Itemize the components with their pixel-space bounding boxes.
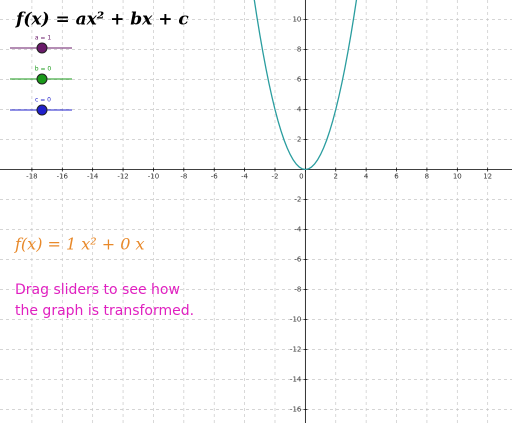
- slider-label: b = 0: [35, 66, 52, 73]
- y-tick-label: 4: [297, 106, 302, 114]
- slider-label: c = 0: [35, 97, 51, 104]
- x-tick-label: -16: [57, 173, 69, 181]
- x-tick-label: 2: [334, 173, 338, 181]
- curve: [253, 0, 358, 171]
- x-tick-label: 0: [299, 173, 303, 181]
- y-tick-label: 6: [297, 76, 302, 84]
- x-tick-label: 8: [425, 173, 429, 181]
- slider-knob[interactable]: [36, 42, 48, 54]
- slider-label: a = 1: [35, 35, 52, 42]
- slider-knob[interactable]: [36, 104, 48, 116]
- y-tick-label: -8: [294, 286, 301, 294]
- x-tick-label: -4: [241, 173, 249, 181]
- y-tick-label: -10: [290, 316, 301, 324]
- y-tick-label: -4: [294, 226, 302, 234]
- y-tick-label: -12: [290, 346, 301, 354]
- x-tick-label: -14: [87, 173, 99, 181]
- x-tick-label: -18: [26, 173, 37, 181]
- y-tick-label: -6: [294, 256, 302, 264]
- y-tick-label: 2: [297, 136, 301, 144]
- note-line: the graph is transformed.: [15, 303, 194, 319]
- y-tick-label: 8: [297, 46, 301, 54]
- x-tick-label: 4: [364, 173, 369, 181]
- x-tick-label: 10: [453, 173, 462, 181]
- slider-knob[interactable]: [36, 73, 48, 85]
- y-tick-label: -14: [290, 376, 302, 384]
- x-tick-label: -10: [148, 173, 159, 181]
- x-tick-label: 12: [483, 173, 492, 181]
- x-tick-label: -6: [211, 173, 219, 181]
- y-tick-label: 10: [292, 16, 301, 24]
- x-tick-label: -8: [180, 173, 187, 181]
- y-tick-label: -16: [290, 406, 302, 414]
- note-line: Drag sliders to see how: [15, 282, 180, 298]
- x-tick-label: -12: [117, 173, 128, 181]
- y-tick-label: -2: [294, 196, 301, 204]
- x-tick-label: 6: [394, 173, 399, 181]
- title: f(x) = ax² + bx + c: [15, 10, 189, 30]
- x-tick-label: -2: [271, 173, 278, 181]
- formula: f(x) = 1 x² + 0 x: [14, 235, 145, 254]
